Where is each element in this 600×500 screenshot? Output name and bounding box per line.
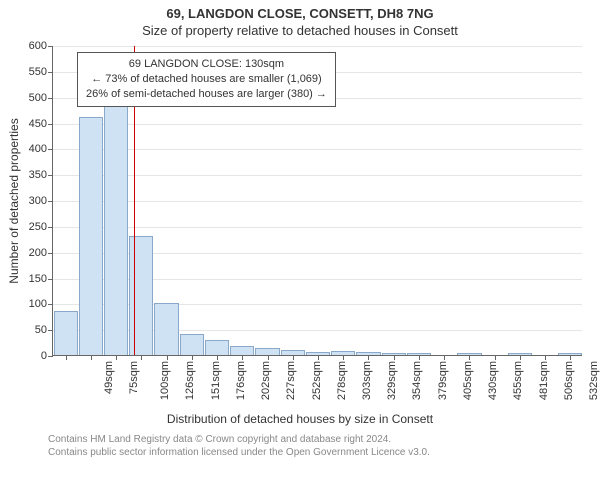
y-tick-label: 400 bbox=[29, 143, 53, 155]
x-tick-mark bbox=[495, 355, 496, 360]
y-tick-label: 350 bbox=[29, 169, 53, 181]
plot-area: 05010015020025030035040045050055060049sq… bbox=[52, 46, 582, 356]
x-tick-label: 481sqm bbox=[538, 361, 550, 400]
y-tick-label: 300 bbox=[29, 195, 53, 207]
y-tick-label: 0 bbox=[41, 350, 53, 362]
x-tick-label: 252sqm bbox=[311, 361, 323, 400]
x-tick-label: 75sqm bbox=[128, 361, 140, 394]
gridline bbox=[53, 149, 582, 150]
x-tick-mark bbox=[167, 355, 168, 360]
x-tick-label: 49sqm bbox=[103, 361, 115, 394]
y-tick-label: 450 bbox=[29, 118, 53, 130]
x-tick-mark bbox=[293, 355, 294, 360]
histogram-bar bbox=[205, 340, 229, 356]
x-tick-label: 278sqm bbox=[336, 361, 348, 400]
gridline bbox=[53, 175, 582, 176]
x-tick-mark bbox=[343, 355, 344, 360]
x-tick-mark bbox=[545, 355, 546, 360]
x-tick-label: 151sqm bbox=[210, 361, 222, 400]
y-tick-label: 100 bbox=[29, 298, 53, 310]
x-tick-mark bbox=[217, 355, 218, 360]
x-tick-label: 430sqm bbox=[487, 361, 499, 400]
x-tick-mark bbox=[192, 355, 193, 360]
page-subtitle: Size of property relative to detached ho… bbox=[0, 21, 600, 38]
y-tick-label: 50 bbox=[35, 324, 53, 336]
y-tick-label: 500 bbox=[29, 92, 53, 104]
info-box-line: 26% of semi-detached houses are larger (… bbox=[86, 87, 327, 102]
x-tick-label: 126sqm bbox=[184, 361, 196, 400]
footer-line: Contains HM Land Registry data © Crown c… bbox=[48, 433, 592, 446]
x-tick-mark bbox=[520, 355, 521, 360]
histogram-bar bbox=[255, 348, 279, 355]
x-tick-mark bbox=[116, 355, 117, 360]
property-info-box: 69 LANGDON CLOSE: 130sqm← 73% of detache… bbox=[77, 52, 336, 107]
histogram-bar bbox=[154, 303, 178, 355]
x-tick-label: 303sqm bbox=[361, 361, 373, 400]
x-tick-mark bbox=[394, 355, 395, 360]
gridline bbox=[53, 227, 582, 228]
y-tick-label: 550 bbox=[29, 66, 53, 78]
x-tick-mark bbox=[318, 355, 319, 360]
chart-container: 0 50 100 150 200 250 300 350 400 450 500 550 600 49sq… bbox=[0, 38, 600, 433]
x-tick-mark bbox=[419, 355, 420, 360]
histogram-bar bbox=[230, 346, 254, 355]
x-tick-mark bbox=[66, 355, 67, 360]
histogram-bar bbox=[104, 94, 128, 355]
y-tick-label: 200 bbox=[29, 247, 53, 259]
gridline bbox=[53, 124, 582, 125]
x-tick-mark bbox=[570, 355, 571, 360]
histogram-bar bbox=[180, 334, 204, 355]
x-tick-mark bbox=[268, 355, 269, 360]
x-tick-mark bbox=[368, 355, 369, 360]
x-tick-label: 202sqm bbox=[260, 361, 272, 400]
x-tick-mark bbox=[141, 355, 142, 360]
x-tick-label: 506sqm bbox=[563, 361, 575, 400]
x-tick-mark bbox=[91, 355, 92, 360]
gridline bbox=[53, 46, 582, 47]
attribution-footer: Contains HM Land Registry data © Crown c… bbox=[0, 433, 600, 463]
x-tick-mark bbox=[444, 355, 445, 360]
histogram-bar bbox=[129, 236, 153, 355]
x-tick-mark bbox=[242, 355, 243, 360]
y-tick-label: 250 bbox=[29, 221, 53, 233]
x-tick-label: 354sqm bbox=[412, 361, 424, 400]
y-tick-label: 150 bbox=[29, 273, 53, 285]
x-tick-label: 100sqm bbox=[159, 361, 171, 400]
x-tick-label: 455sqm bbox=[513, 361, 525, 400]
info-box-line: 69 LANGDON CLOSE: 130sqm bbox=[86, 57, 327, 72]
histogram-bar bbox=[79, 117, 103, 355]
x-axis-label: Distribution of detached houses by size … bbox=[167, 412, 433, 426]
histogram-bar bbox=[54, 311, 78, 355]
gridline bbox=[53, 201, 582, 202]
x-tick-label: 532sqm bbox=[588, 361, 600, 400]
x-tick-label: 227sqm bbox=[285, 361, 297, 400]
x-tick-mark bbox=[469, 355, 470, 360]
page-title: 69, LANGDON CLOSE, CONSETT, DH8 7NG bbox=[0, 0, 600, 21]
footer-line: Contains public sector information licen… bbox=[48, 446, 592, 459]
x-tick-label: 329sqm bbox=[386, 361, 398, 400]
x-tick-label: 405sqm bbox=[462, 361, 474, 400]
y-tick-label: 600 bbox=[29, 40, 53, 52]
x-tick-label: 176sqm bbox=[235, 361, 247, 400]
x-tick-label: 379sqm bbox=[437, 361, 449, 400]
info-box-line: ← 73% of detached houses are smaller (1,… bbox=[86, 72, 327, 87]
y-axis-label: Number of detached properties bbox=[7, 118, 21, 283]
